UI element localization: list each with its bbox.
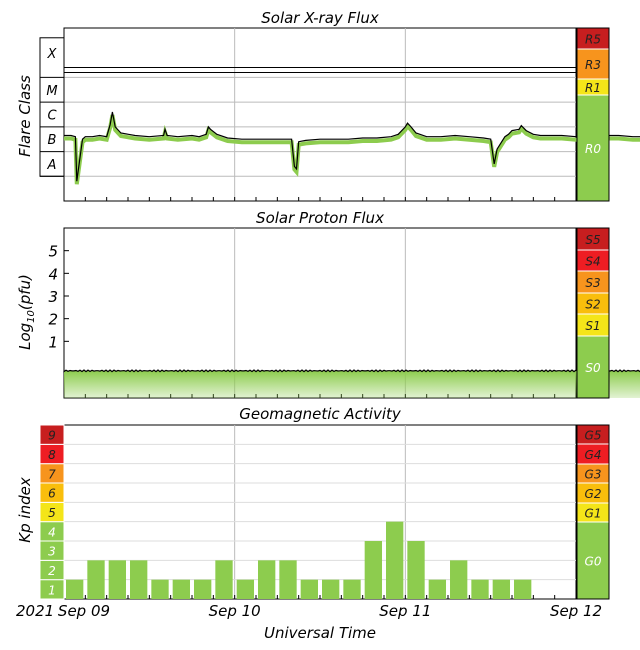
geomag-scale-label-g1: G1 — [585, 507, 602, 521]
proton-scale-label-s0: S0 — [585, 361, 601, 375]
kp-bar — [492, 579, 511, 599]
kp-bar — [215, 560, 233, 599]
flare-class-label-x: X — [47, 47, 58, 62]
xray-title: Solar X-ray Flux — [261, 9, 379, 27]
geomag-title: Geomagnetic Activity — [239, 405, 402, 423]
xray-ylabel: Flare Class — [16, 75, 34, 157]
proton-panel: 1 2 3 4 5 S5 S4 S3 S2 S1 S0 — [48, 227, 640, 399]
kp-bar — [450, 560, 468, 599]
kp-bar — [300, 579, 319, 599]
proton-scale-label-s1: S1 — [585, 319, 600, 333]
proton-scale-frame — [576, 227, 610, 399]
kp-bar — [87, 560, 105, 599]
kp-bar — [343, 579, 361, 599]
kp-label-6: 6 — [48, 487, 56, 501]
flare-class-column — [39, 37, 65, 177]
kp-bar — [471, 579, 489, 599]
geomag-scale-label-g4: G4 — [585, 448, 602, 462]
proton-scale-label-s3: S3 — [585, 276, 600, 290]
kp-label-9: 9 — [48, 429, 56, 443]
flare-class-label-b: B — [48, 133, 57, 148]
kp-band-9 — [39, 424, 65, 445]
proton-plot-area — [63, 227, 577, 399]
geomag-scale-band-g0 — [576, 521, 610, 600]
kp-label-2: 2 — [48, 564, 56, 578]
x-tick-label: Sep 10 — [209, 602, 261, 620]
geomag-ylabel: Kp index — [16, 477, 34, 543]
proton-area — [64, 370, 640, 398]
proton-ylabel-post: (pfu) — [16, 274, 34, 310]
xray-scale-frame — [576, 27, 610, 202]
geomag-panel: 1 2 3 4 5 6 7 8 9 G5 G4 G3 G2 G1 G0 — [39, 424, 610, 600]
proton-ytick-label: 1 — [48, 333, 58, 351]
kp-label-8: 8 — [48, 448, 56, 462]
proton-ytick-label: 2 — [48, 311, 58, 329]
kp-bar — [407, 541, 425, 599]
x-axis-label: Universal Time — [264, 624, 376, 642]
xray-scale-label-r5: R5 — [585, 33, 601, 47]
proton-ytick-label: 4 — [48, 265, 58, 283]
xray-scale-label-r3: R3 — [585, 58, 601, 72]
kp-bar — [108, 560, 127, 599]
proton-ytick-label: 3 — [48, 288, 58, 306]
flare-class-label-a: A — [47, 158, 57, 173]
kp-label-3: 3 — [48, 545, 56, 559]
proton-scale-label-s4: S4 — [585, 255, 600, 269]
kp-bar — [364, 541, 383, 599]
kp-bar — [428, 579, 447, 599]
kp-bar — [258, 560, 276, 599]
geomag-scale-label-g3: G3 — [585, 468, 602, 482]
x-tick-label: Sep 12 — [550, 602, 602, 620]
xray-scale-band-r0 — [576, 94, 610, 202]
proton-ylabel-sub: 10 — [26, 310, 37, 323]
geomag-scale-label-g0: G0 — [585, 555, 602, 569]
kp-bar — [151, 579, 169, 599]
x-tick-labels: Sep 09 Sep 10 Sep 11 Sep 12 — [58, 602, 602, 620]
flare-class-label-c: C — [47, 109, 57, 124]
kp-label-5: 5 — [48, 506, 56, 520]
kp-bar — [66, 579, 84, 599]
xray-scale-label-r0: R0 — [585, 142, 601, 156]
proton-ylabel-pre: Log — [16, 323, 34, 350]
kp-bar — [194, 579, 212, 599]
proton-ylabel: Log10(pfu) — [16, 274, 37, 350]
xray-scale-label-r1: R1 — [585, 81, 601, 95]
geomag-scale-label-g5: G5 — [585, 429, 602, 443]
kp-bar — [514, 579, 532, 599]
kp-bar — [130, 560, 148, 599]
proton-scale-label-s2: S2 — [585, 298, 600, 312]
proton-title: Solar Proton Flux — [256, 209, 384, 227]
proton-scale-band-s0 — [576, 335, 610, 399]
x-tick-label: Sep 09 — [58, 602, 110, 620]
xray-series-long-wave — [64, 114, 640, 185]
kp-bar — [386, 521, 404, 599]
kp-label-7: 7 — [48, 467, 56, 481]
kp-bar — [172, 579, 191, 599]
kp-label-1: 1 — [48, 583, 56, 597]
kp-bar — [322, 579, 340, 599]
xray-series-line — [64, 111, 640, 182]
kp-label-4: 4 — [48, 525, 56, 539]
kp-bar — [279, 560, 297, 599]
x-tick-label: Sep 11 — [379, 602, 431, 620]
kp-bar — [236, 579, 255, 599]
flare-class-label-m: M — [46, 84, 57, 99]
proton-scale-label-s5: S5 — [585, 233, 600, 247]
year-label: 2021 — [16, 602, 54, 620]
geomag-scale-frame — [576, 424, 610, 600]
geomag-scale-label-g2: G2 — [585, 487, 602, 501]
xray-plot-area — [63, 27, 577, 202]
proton-ytick-label: 5 — [48, 243, 58, 261]
